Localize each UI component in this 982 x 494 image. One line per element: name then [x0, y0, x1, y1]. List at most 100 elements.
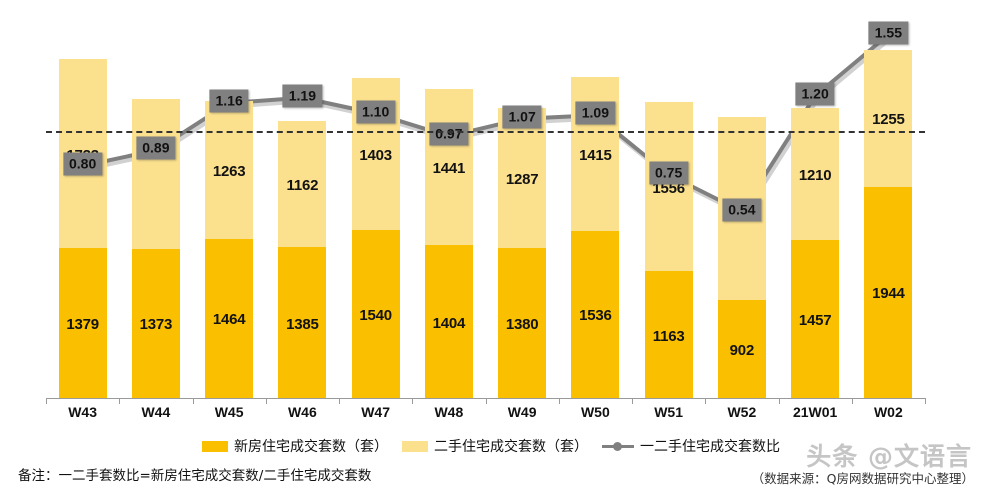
bar-group: 13791733	[58, 59, 107, 398]
x-axis-tick	[412, 398, 414, 404]
bar-value-label-new-homes: 1464	[212, 311, 246, 329]
bar-segment-new-homes	[571, 230, 620, 398]
legend-item[interactable]: 新房住宅成交套数（套）	[202, 436, 388, 456]
legend-item[interactable]: 二手住宅成交套数（套）	[402, 436, 588, 456]
legend-item[interactable]: 一二手住宅成交套数比	[602, 436, 780, 456]
bar-segment-new-homes	[864, 186, 913, 398]
bar-segment-second-hand	[791, 107, 840, 240]
bar-segment-second-hand	[131, 99, 180, 249]
bar-segment-new-homes	[644, 271, 693, 398]
bar-segment-new-homes	[205, 238, 254, 398]
bar-segment-new-homes	[278, 247, 327, 398]
bar-group: 1536 1415	[571, 77, 620, 398]
x-axis-label: W47	[361, 404, 391, 420]
bar-value-label-new-homes: 1944	[872, 285, 905, 303]
reference-line	[46, 131, 925, 133]
x-axis-label: 21W01	[792, 404, 838, 420]
ratio-value-label: 0.54	[722, 198, 762, 221]
bar-segment-second-hand	[864, 50, 913, 187]
legend-item-label: 二手住宅成交套数（套）	[434, 439, 588, 455]
ratio-value-label: 1.10	[356, 100, 396, 123]
bar-value-label-new-homes: 1540	[359, 307, 392, 325]
legend-item-label: 一二手住宅成交套数比	[640, 439, 780, 455]
x-axis-tick	[851, 398, 853, 404]
x-axis-tick	[46, 398, 47, 404]
bar-segment-second-hand	[278, 120, 327, 248]
bar-segment-second-hand	[205, 101, 254, 239]
ratio-value-label: 0.75	[649, 161, 689, 185]
x-axis-label: W46	[287, 404, 317, 420]
bar-value-label-new-homes: 1163	[652, 327, 685, 345]
x-axis-tick	[778, 398, 780, 404]
bar-value-label-second-hand: 1415	[579, 146, 612, 164]
x-axis-tick	[705, 398, 707, 404]
watermark-text: 头条 @文语言	[806, 442, 972, 471]
x-axis-tick	[339, 398, 340, 404]
ratio-value-label: 1.07	[502, 105, 542, 129]
ratio-value-label: 1.19	[282, 84, 322, 108]
bar-group: 1385 1162	[278, 120, 327, 398]
x-axis-label: W44	[141, 404, 171, 420]
bar-segment-second-hand	[644, 102, 693, 272]
legend-swatch-icon	[402, 440, 428, 452]
x-axis-label: W02	[873, 404, 903, 420]
bar-segment-new-homes	[351, 230, 400, 398]
ratio-value-label: 0.97	[429, 122, 469, 146]
bar-segment-new-homes	[58, 248, 107, 398]
ratio-value-label: 1.16	[209, 89, 249, 113]
legend-line-marker-icon	[602, 439, 634, 453]
ratio-value-label: 0.80	[63, 152, 103, 176]
bar-value-label-second-hand: 1287	[505, 170, 539, 188]
x-axis-tick	[192, 398, 194, 404]
bar-value-label-new-homes: 902	[729, 341, 755, 359]
bar-value-label-new-homes: 1373	[139, 316, 173, 334]
x-axis-label: W50	[580, 404, 610, 420]
bar-value-label-second-hand: 1162	[286, 177, 319, 195]
bar-value-label-new-homes: 1385	[286, 315, 319, 333]
bar-segment-new-homes	[717, 299, 766, 398]
source-text: （数据来源：Q房网数据研究中心整理）	[751, 471, 974, 486]
x-axis-tick	[925, 398, 926, 404]
ratio-value-label: 1.20	[795, 82, 835, 106]
footnote-text: 备注：一二手套数比=新房住宅成交套数/二手住宅成交套数	[18, 468, 372, 484]
bar-group: 1380 1287	[498, 107, 547, 398]
bar-value-label-new-homes: 1404	[432, 314, 466, 332]
bar-segment-new-homes	[131, 248, 180, 398]
bar-value-label-second-hand: 1210	[798, 166, 832, 184]
bar-group: 1944 1255	[864, 50, 913, 398]
x-axis-tick	[119, 398, 121, 404]
legend-item-label: 新房住宅成交套数（套）	[234, 439, 388, 455]
bar-segment-new-homes	[791, 239, 840, 398]
x-axis-tick	[485, 398, 487, 404]
x-axis-label: W45	[214, 404, 244, 420]
bar-group: 1464 1263	[205, 101, 254, 398]
ratio-value-label: 0.89	[136, 136, 176, 160]
bar-group: 1404 1441	[424, 88, 473, 398]
bar-segment-new-homes	[498, 247, 547, 398]
bar-segment-second-hand	[424, 88, 473, 246]
x-axis-tick	[558, 398, 560, 404]
bar-value-label-second-hand: 1255	[872, 111, 905, 129]
bar-group: 1373	[131, 99, 180, 398]
bar-value-label-new-homes: 1457	[798, 311, 832, 329]
bar-value-label-second-hand: 1403	[359, 147, 392, 165]
ratio-value-label: 1.09	[575, 101, 615, 125]
bar-value-label-new-homes: 1379	[66, 316, 99, 333]
bar-group: 1457 1210	[791, 107, 840, 398]
bar-value-label-second-hand: 1263	[212, 163, 246, 181]
bar-value-label-second-hand: 1441	[432, 159, 466, 177]
x-axis-label: W48	[434, 404, 464, 420]
bar-group: 9021678	[717, 117, 766, 398]
bar-value-label-new-homes: 1536	[579, 307, 612, 325]
x-axis-label: W49	[507, 404, 537, 420]
bar-group: 1163 1556	[644, 102, 693, 398]
bar-segment-new-homes	[424, 245, 473, 398]
x-axis-tick	[632, 398, 633, 404]
chart-legend: 新房住宅成交套数（套） 二手住宅成交套数（套） 一二手住宅成交套数比	[0, 436, 982, 456]
bar-value-label-new-homes: 1380	[505, 315, 539, 333]
bar-group: 1540 1403	[351, 77, 400, 398]
x-axis-tick	[265, 398, 267, 404]
legend-swatch-icon	[202, 440, 228, 452]
plot-area: 13791733 1373 1464 1263 1385 1162 1540 1403 1404…	[58, 21, 913, 398]
